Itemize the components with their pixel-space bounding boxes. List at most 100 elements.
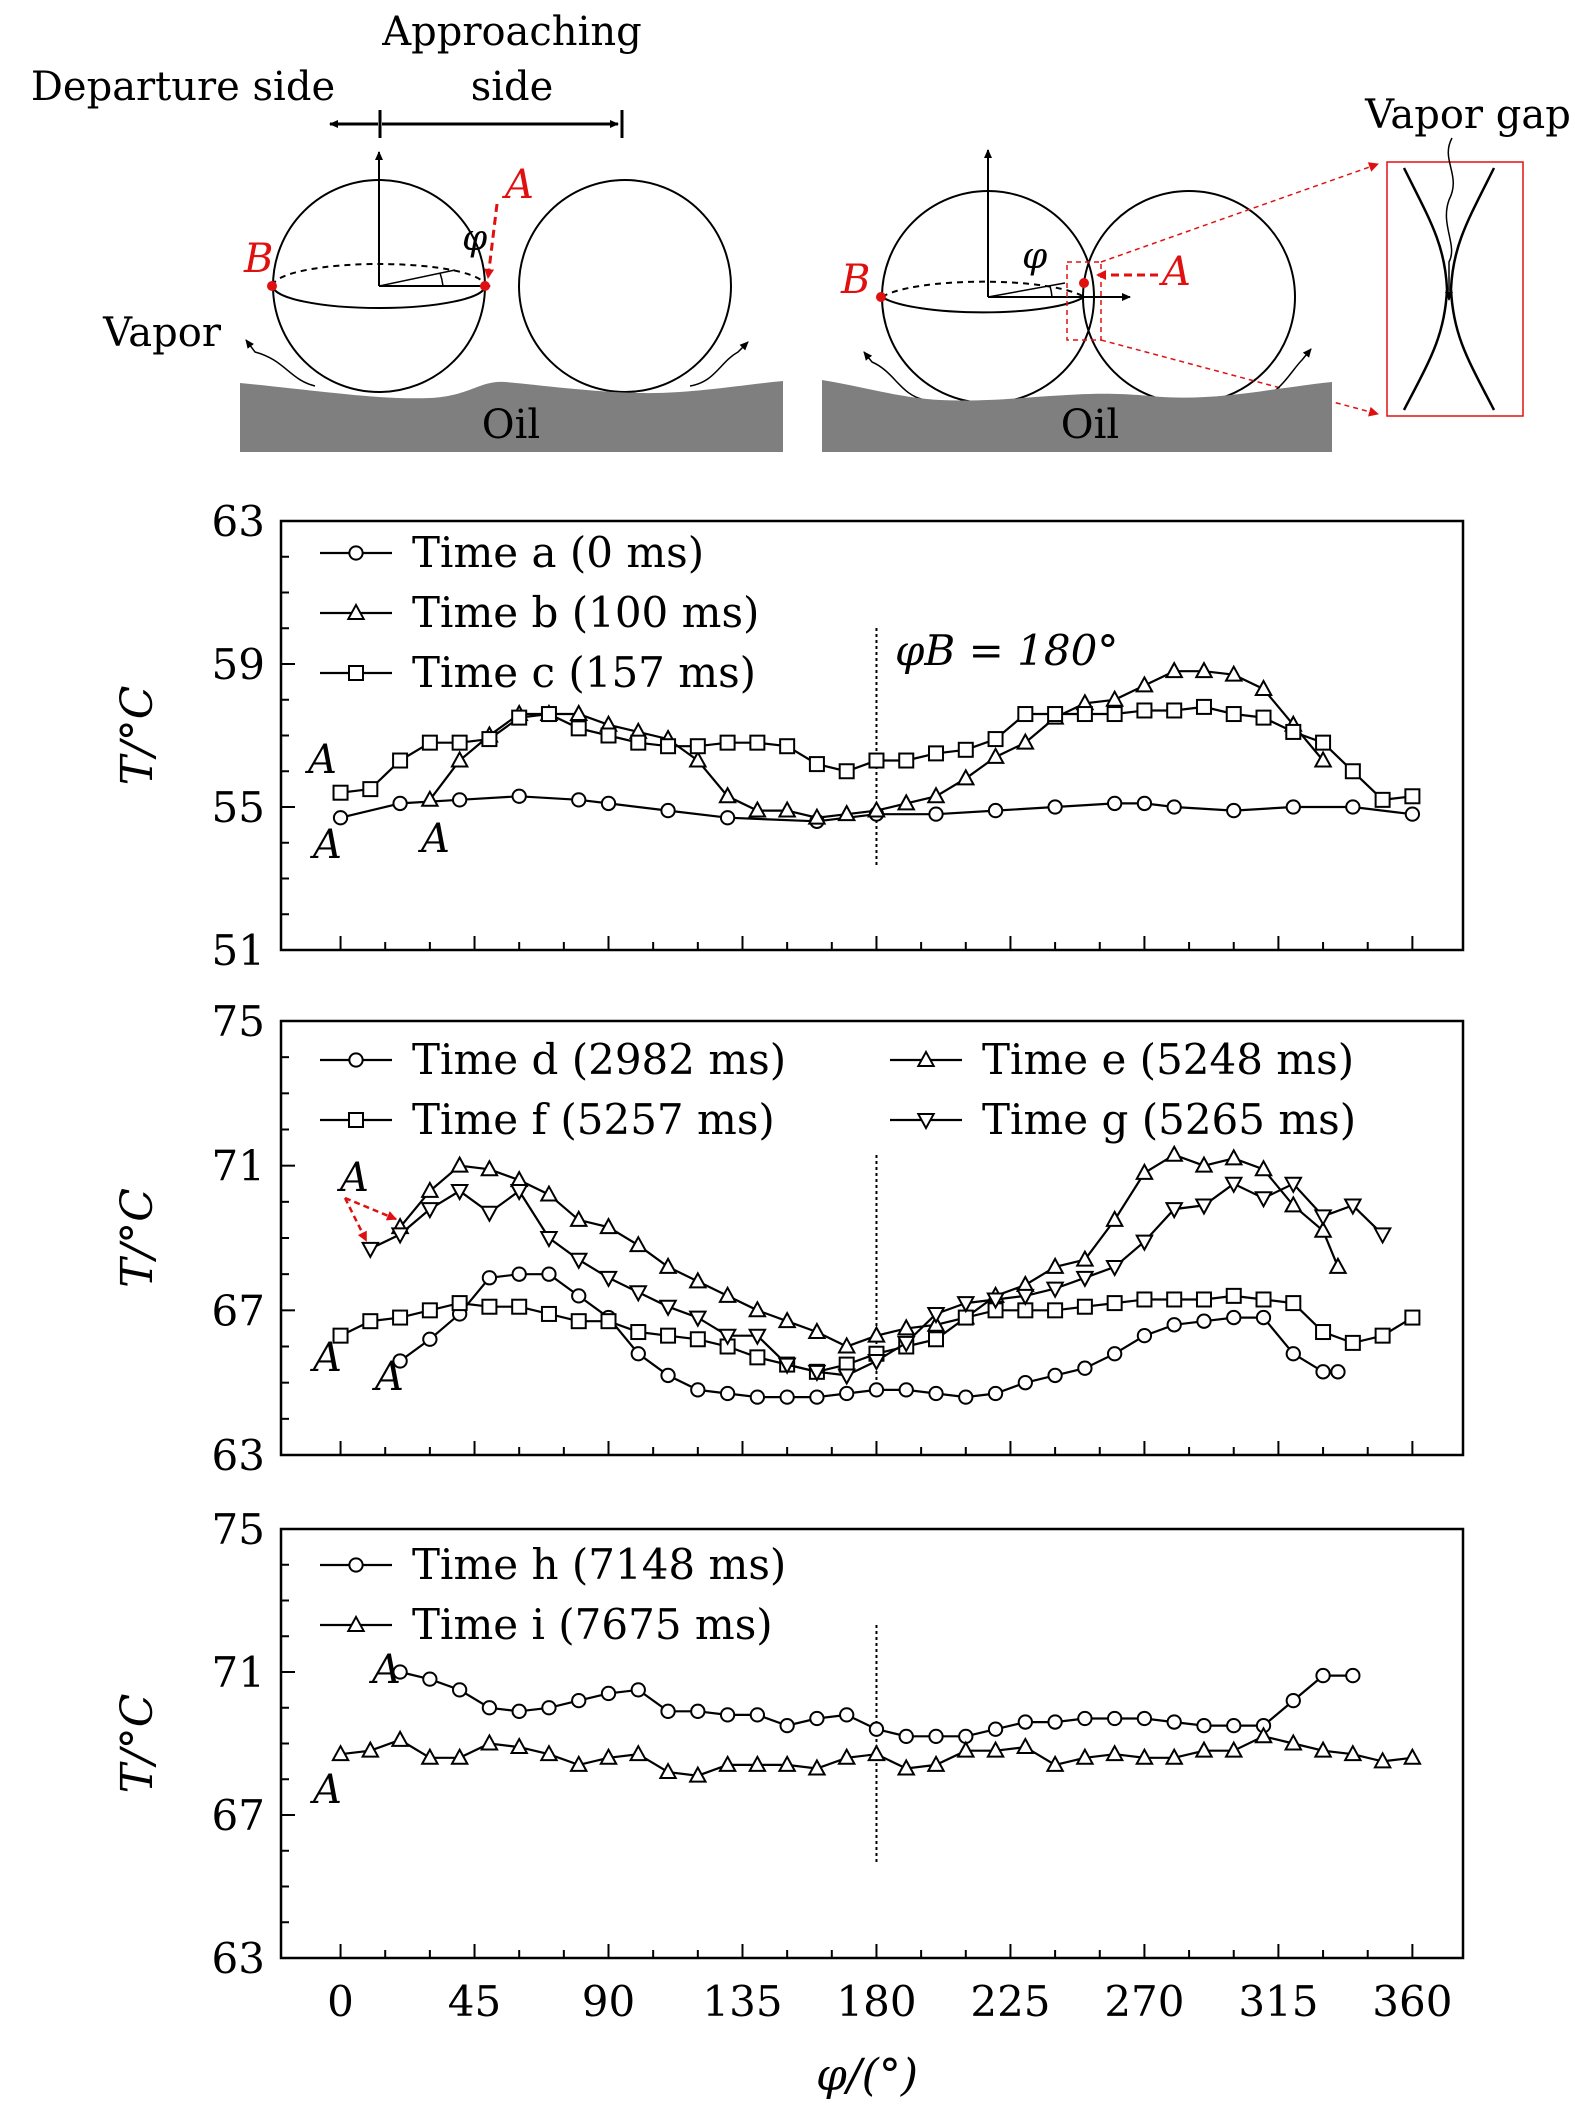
- data-point: [867, 1744, 886, 1762]
- point-a-marker-right: [1079, 278, 1089, 288]
- data-point: [689, 1331, 706, 1348]
- point-a-label: A: [417, 816, 450, 862]
- data-point: [569, 1209, 589, 1227]
- legend-marker: [916, 1049, 936, 1067]
- data-point: [511, 1298, 528, 1315]
- legend-marker: [348, 545, 364, 561]
- data-point: [541, 1700, 557, 1716]
- legend-marker: [348, 1557, 364, 1573]
- data-point: [1313, 1740, 1333, 1758]
- data-point: [1045, 1281, 1065, 1299]
- data-point: [867, 800, 886, 818]
- x-tick-label: 135: [702, 1977, 782, 2026]
- data-point: [747, 1328, 767, 1346]
- data-point: [1345, 799, 1361, 815]
- data-point: [747, 800, 767, 818]
- data-point: [1196, 1313, 1212, 1329]
- point-b-marker: [267, 281, 277, 291]
- data-point: [986, 746, 1005, 764]
- y-axis-title: T/°C: [112, 1694, 163, 1794]
- data-point: [450, 1747, 470, 1765]
- data-point: [660, 802, 676, 819]
- side-arrows: [329, 110, 624, 138]
- legend-marker: [916, 1113, 936, 1131]
- data-point: [511, 788, 527, 804]
- data-point: [1283, 1195, 1303, 1213]
- data-point: [630, 1346, 646, 1362]
- point-a-label: A: [304, 737, 337, 783]
- data-point: [509, 1736, 529, 1755]
- data-point: [779, 738, 796, 755]
- data-point: [1345, 1667, 1361, 1684]
- data-point: [540, 1305, 557, 1322]
- data-point: [1343, 1198, 1363, 1216]
- data-point: [1315, 1364, 1331, 1380]
- data-point: [571, 1692, 587, 1709]
- data-point: [1015, 1736, 1035, 1755]
- departure-side-label: Departure side: [31, 64, 335, 110]
- data-point: [1225, 1287, 1242, 1304]
- data-point: [1166, 1317, 1182, 1333]
- vapor-label: Vapor: [102, 310, 222, 356]
- data-point: [1015, 1274, 1035, 1292]
- y-tick-label: 63: [212, 1934, 265, 1983]
- data-point: [1194, 661, 1214, 679]
- data-point: [688, 750, 708, 768]
- data-point: [1136, 1328, 1153, 1344]
- data-point: [392, 1309, 409, 1326]
- x-tick-label: 270: [1104, 1977, 1184, 2026]
- y-tick-label: 67: [212, 1286, 265, 1335]
- data-point: [509, 1184, 529, 1202]
- point-b-label-right: B: [840, 257, 870, 303]
- data-point: [898, 1728, 914, 1744]
- data-point: [688, 1271, 708, 1289]
- zoom-box: [1066, 261, 1102, 341]
- data-point: [1166, 799, 1182, 815]
- data-point: [1075, 1270, 1095, 1288]
- data-point: [719, 810, 736, 826]
- x-tick-label: 90: [582, 1977, 635, 2026]
- data-point: [658, 1299, 678, 1317]
- data-point: [1195, 698, 1212, 715]
- data-point: [1017, 1714, 1033, 1730]
- data-point: [511, 1703, 527, 1719]
- data-point: [600, 1313, 617, 1330]
- data-point: [719, 1385, 736, 1402]
- y-tick-label: 63: [212, 1431, 265, 1480]
- data-point: [451, 1682, 468, 1698]
- data-point: [689, 738, 706, 755]
- data-point: [1047, 706, 1064, 723]
- data-point: [1015, 732, 1035, 750]
- data-point: [1076, 706, 1093, 723]
- data-point: [660, 738, 677, 755]
- y-tick-label: 67: [212, 1791, 265, 1840]
- legend-label: Time h (7148 ms): [412, 1540, 786, 1589]
- data-point: [1166, 1291, 1183, 1308]
- data-point: [360, 1241, 380, 1259]
- data-point: [1194, 1198, 1214, 1216]
- data-point: [1404, 788, 1421, 805]
- oil-bath-left: [240, 381, 783, 452]
- legend-marker: [348, 665, 364, 681]
- data-point: [1105, 1259, 1125, 1278]
- data-point: [1106, 706, 1123, 723]
- data-point: [749, 1707, 766, 1723]
- legend-item: Time f (5257 ms): [320, 1095, 775, 1144]
- data-point: [1374, 1327, 1391, 1344]
- data-point: [867, 1354, 886, 1372]
- data-point: [987, 802, 1004, 819]
- data-point: [839, 1707, 855, 1723]
- data-point: [630, 734, 647, 751]
- series-circle: [392, 1664, 1361, 1744]
- data-point: [1136, 795, 1153, 812]
- data-point: [956, 768, 976, 786]
- data-point: [1225, 706, 1242, 723]
- data-point: [569, 703, 589, 721]
- legend-item: Time b (100 ms): [320, 588, 759, 637]
- data-point: [986, 1740, 1005, 1758]
- data-point: [570, 720, 587, 737]
- data-point: [1226, 1717, 1242, 1734]
- data-point: [332, 810, 349, 826]
- data-point: [569, 1754, 589, 1772]
- data-point: [1105, 1744, 1125, 1762]
